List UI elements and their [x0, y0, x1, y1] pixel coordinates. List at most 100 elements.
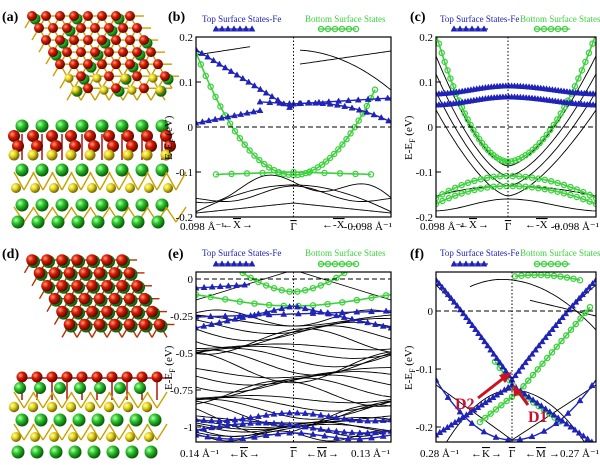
top-surface-marker	[535, 342, 543, 349]
top-surface-marker	[270, 410, 278, 417]
bottom-surface-states-b	[196, 49, 379, 179]
bulk-band-line	[196, 202, 391, 214]
top-surface-marker	[251, 82, 258, 89]
bottom-surface-marker	[436, 200, 440, 208]
top-surface-marker	[237, 110, 245, 117]
fe-atom	[16, 371, 28, 383]
bi-atom	[31, 215, 45, 229]
top-surface-marker	[309, 410, 317, 417]
fe-atom	[118, 47, 128, 58]
top-surface-marker	[444, 290, 452, 298]
fe-atom	[116, 305, 128, 318]
top-surface-marker	[200, 322, 208, 329]
bottom-surface-marker	[451, 184, 459, 192]
legend-b: Top Surface States-Fe Bottom Surface Sta…	[202, 14, 386, 33]
top-surface-marker	[528, 432, 536, 440]
bottom-surface-marker	[458, 181, 465, 189]
fe-atom	[69, 11, 79, 21]
bi-atom	[87, 445, 101, 459]
top-surface-marker	[529, 396, 537, 403]
top-surface-marker	[297, 99, 305, 106]
legend-bottom-states-f: Bottom Surface States	[520, 248, 600, 258]
se-atom	[27, 149, 39, 161]
plot-frame-e	[195, 271, 392, 443]
top-surface-marker	[353, 308, 361, 315]
top-surface-marker	[254, 419, 262, 426]
svg-text:→: →	[491, 448, 502, 460]
xdir-b-left: X	[233, 219, 241, 231]
se-atom	[8, 149, 20, 161]
bottom-surface-marker	[585, 49, 593, 57]
svg-text:←: ←	[322, 219, 333, 231]
top-surface-marker	[340, 428, 348, 435]
top-surface-marker	[341, 102, 349, 109]
se-atom	[148, 73, 158, 83]
top-surface-marker	[387, 324, 391, 331]
legend-circle	[533, 260, 541, 268]
bottom-surface-marker	[573, 193, 581, 201]
fe-atom	[76, 47, 86, 58]
fe-atom	[97, 11, 107, 21]
bottom-surface-marker	[450, 82, 457, 90]
top-surface-marker	[480, 428, 488, 435]
y-ticks-e: 0 -0.25 -0.5 -0.75 -1	[170, 274, 201, 434]
top-surface-marker	[484, 342, 492, 349]
xdir-f-right: M	[536, 448, 546, 460]
top-surface-marker	[326, 100, 334, 107]
top-surface-marker	[236, 311, 244, 319]
svg-text:→: →	[551, 219, 562, 231]
top-surface-marker	[475, 329, 482, 336]
se-atom	[127, 85, 137, 95]
ytick-e-2: -0.5	[176, 348, 194, 360]
bottom-surface-marker	[265, 164, 273, 171]
bottom-surface-marker	[586, 191, 593, 199]
top-surface-marker	[345, 96, 352, 104]
bi-atom	[91, 215, 105, 229]
top-surface-marker	[208, 283, 216, 290]
fe-atom	[132, 47, 142, 58]
top-surface-marker	[256, 106, 264, 114]
bottom-surface-marker	[539, 360, 546, 367]
bottom-surface-marker	[496, 182, 504, 190]
y-ticks-c: 0.2 0.1 0 -0.1 -0.2	[416, 32, 441, 224]
fe-atom	[27, 130, 39, 142]
top-surface-marker	[262, 419, 270, 426]
panel-label-e: (e)	[168, 247, 184, 262]
bulk-band-line	[436, 91, 596, 187]
fe-atom	[116, 280, 128, 292]
panel-label-c: (c)	[410, 10, 426, 25]
bottom-surface-marker	[294, 288, 301, 295]
se-atom	[141, 149, 153, 161]
fe-atom	[78, 267, 91, 279]
top-surface-marker	[241, 281, 249, 288]
fe-atom	[65, 130, 77, 142]
bottom-surface-marker	[318, 161, 326, 168]
top-surface-marker	[250, 108, 258, 115]
xdir-b-right: -X	[333, 219, 345, 231]
bottom-surface-marker	[582, 309, 589, 317]
legend-circle	[331, 260, 339, 268]
top-surface-marker	[325, 426, 333, 433]
legend-c: Top Surface States-Fe Bottom Surface Sta…	[440, 14, 600, 33]
top-surface-marker	[221, 64, 229, 71]
bottom-surface-marker	[528, 184, 536, 191]
fe-atom	[62, 23, 72, 34]
ytick-e-1: -0.25	[170, 311, 193, 323]
bottom-surface-marker	[571, 82, 579, 90]
fe-atom	[55, 35, 65, 46]
top-surface-marker	[515, 367, 523, 374]
top-surface-marker	[293, 422, 301, 429]
bottom-surface-marker	[541, 185, 549, 193]
ytick-b-3: -0.1	[176, 167, 193, 179]
legend-triangle	[474, 260, 482, 267]
fe-atom	[46, 130, 58, 142]
bottom-surface-states-e	[196, 272, 391, 310]
top-surface-marker	[562, 309, 570, 317]
legend-triangle	[456, 25, 464, 32]
top-surface-marker	[552, 419, 560, 426]
bottom-surface-marker	[508, 158, 515, 165]
ytick-b-4: -0.2	[176, 212, 193, 224]
bi-atom	[91, 413, 105, 427]
bottom-surface-marker	[589, 40, 596, 47]
bottom-surface-marker	[464, 179, 472, 187]
